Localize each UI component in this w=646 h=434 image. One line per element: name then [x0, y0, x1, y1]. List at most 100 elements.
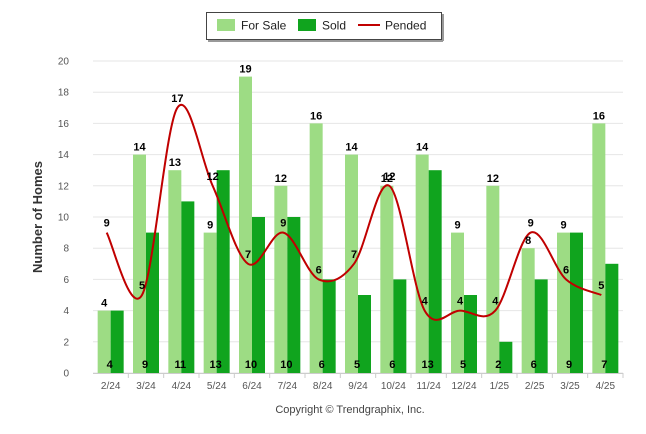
data-label-pended: 7: [351, 249, 357, 261]
x-tick-label: 9/24: [348, 381, 368, 392]
bar-for-sale: [486, 185, 500, 373]
bar-sold: [570, 232, 583, 373]
bar-for-sale: [557, 232, 570, 373]
x-tick-label: 12/24: [451, 381, 476, 392]
bar-sold: [358, 295, 371, 373]
legend-swatch: [298, 19, 316, 31]
x-tick-label: 7/24: [278, 381, 298, 392]
data-label-pended: 9: [104, 218, 110, 230]
y-tick-label: 14: [58, 150, 70, 161]
legend-label: Pended: [385, 19, 426, 33]
x-tick-label: 2/24: [101, 381, 121, 392]
x-tick-label: 4/24: [172, 381, 192, 392]
bar-sold: [252, 217, 265, 373]
data-label-for-sale: 16: [310, 110, 322, 122]
data-label-for-sale: 12: [381, 173, 393, 185]
x-tick-label: 11/24: [417, 381, 442, 392]
data-label-pended: 6: [316, 264, 322, 276]
data-label-pended: 6: [563, 264, 569, 276]
data-label-sold: 5: [354, 359, 360, 371]
data-label-for-sale: 12: [487, 173, 499, 185]
copyright-text: Copyright © Trendgraphix, Inc.: [275, 404, 424, 416]
bar-sold: [393, 279, 407, 373]
bar-for-sale: [239, 76, 252, 373]
data-label-pended: 17: [171, 93, 183, 105]
bar-for-sale: [168, 170, 182, 373]
bar-for-sale: [133, 154, 146, 373]
data-label-for-sale: 13: [169, 157, 181, 169]
bar-for-sale: [521, 248, 535, 373]
bar-sold: [322, 279, 336, 373]
data-label-sold: 6: [531, 359, 537, 371]
data-label-sold: 5: [460, 359, 466, 371]
legend-label: For Sale: [241, 19, 287, 33]
bar-sold: [605, 263, 619, 373]
x-tick-label: 2/25: [525, 381, 545, 392]
data-label-pended: 5: [139, 280, 145, 292]
data-label-for-sale: 16: [593, 110, 605, 122]
y-axis-title: Number of Homes: [30, 161, 45, 273]
bar-sold: [287, 217, 301, 373]
data-label-pended: 4: [457, 296, 464, 308]
y-tick-label: 8: [63, 244, 69, 255]
bar-for-sale: [415, 154, 429, 373]
bar-sold: [499, 341, 513, 373]
data-label-for-sale: 12: [275, 173, 287, 185]
data-label-for-sale: 14: [416, 142, 429, 154]
legend-label: Sold: [322, 19, 346, 33]
bar-for-sale: [380, 185, 394, 373]
bar-for-sale: [592, 123, 606, 374]
data-label-sold: 9: [566, 359, 572, 371]
bar-for-sale: [309, 123, 323, 374]
x-tick-label: 6/24: [242, 381, 262, 392]
x-tick-label: 1/25: [490, 381, 510, 392]
data-label-sold: 7: [601, 359, 607, 371]
y-tick-label: 2: [63, 337, 69, 348]
bar-for-sale: [345, 154, 358, 373]
data-label-pended: 12: [383, 171, 395, 183]
data-labels: 4 4 14 9 13 11 9 13 19 10 12 10 16 6 14 5 12 6 14 13 9 5 12 2 8 6…: [101, 64, 607, 371]
data-label-pended: 9: [280, 218, 286, 230]
data-label-sold: 13: [422, 359, 434, 371]
data-label-pended: 4: [422, 296, 429, 308]
x-tick-label: 4/25: [596, 381, 616, 392]
data-label-for-sale: 9: [454, 220, 460, 232]
data-label-sold: 4: [107, 359, 114, 371]
bar-for-sale: [203, 232, 217, 373]
data-label-for-sale: 9: [560, 220, 566, 232]
data-label-pended: 9: [528, 218, 534, 230]
data-label-sold: 9: [142, 359, 148, 371]
data-label-for-sale: 8: [525, 235, 531, 247]
bar-sold: [534, 279, 548, 373]
bar-for-sale: [97, 310, 111, 373]
data-label-sold: 11: [175, 359, 187, 371]
data-label-for-sale: 9: [207, 220, 213, 232]
y-tick-label: 4: [63, 306, 69, 317]
x-tick-label: 10/24: [381, 381, 406, 392]
bar-for-sale: [451, 232, 464, 373]
y-tick-label: 0: [63, 369, 69, 380]
x-tick-label: 5/24: [207, 381, 227, 392]
y-tick-label: 18: [58, 88, 70, 99]
data-label-sold: 2: [495, 359, 501, 371]
bars: [97, 76, 619, 374]
data-label-sold: 6: [389, 359, 395, 371]
bar-sold: [181, 201, 195, 373]
bar-sold: [428, 170, 442, 373]
legend: For Sale Sold Pended: [206, 12, 444, 42]
x-tick-label: 3/24: [136, 381, 156, 392]
data-label-sold: 10: [280, 359, 292, 371]
data-label-for-sale: 4: [101, 298, 108, 310]
data-label-pended: 5: [598, 280, 604, 292]
y-tick-label: 20: [58, 57, 70, 68]
pended-line: [105, 104, 602, 321]
y-tick-label: 12: [58, 181, 70, 192]
data-label-sold: 13: [210, 359, 222, 371]
data-label-pended: 4: [492, 296, 499, 308]
data-label-sold: 6: [319, 359, 325, 371]
x-tick-label: 8/24: [313, 381, 333, 392]
x-tick-label: 3/25: [560, 381, 580, 392]
data-label-for-sale: 14: [133, 142, 146, 154]
